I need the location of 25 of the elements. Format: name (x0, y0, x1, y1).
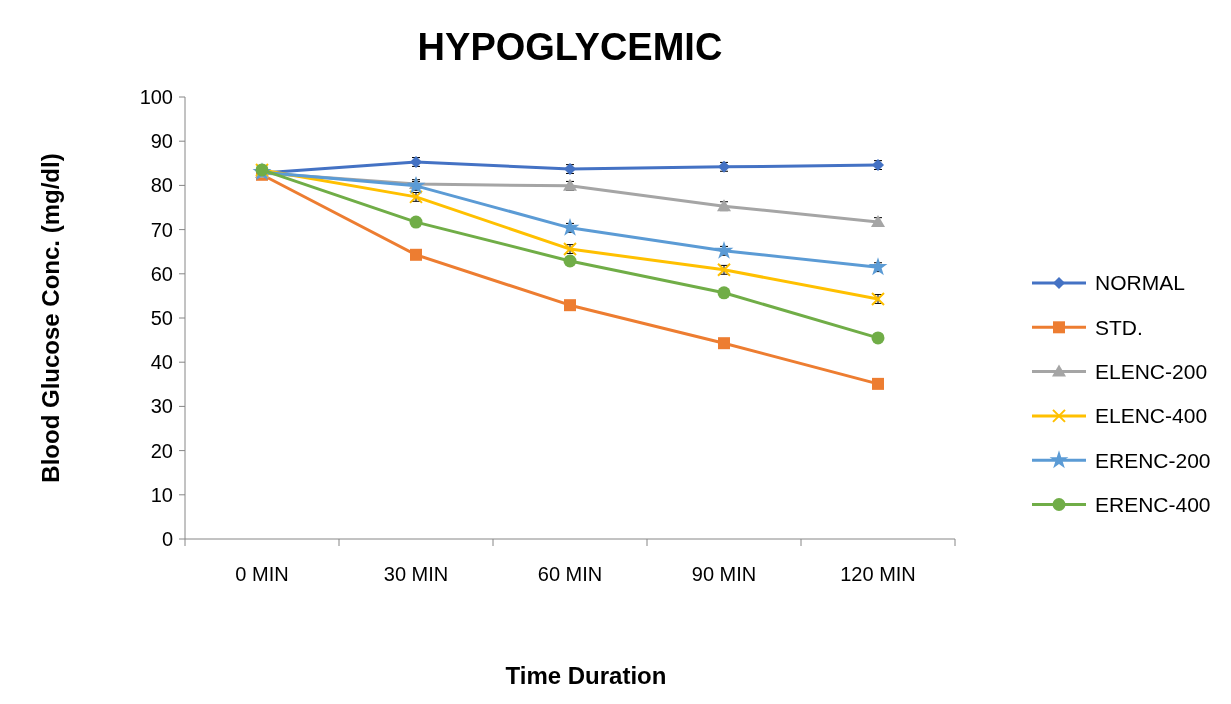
y-axis-title: Blood Glucose Conc. (mg/dl) (37, 153, 64, 483)
legend-label: ELENC-400 (1095, 404, 1208, 428)
y-tick-label: 30 (150, 395, 173, 418)
chart-title: HYPOGLYCEMIC (417, 26, 723, 68)
x-axis-title: Time Duration (505, 662, 667, 689)
legend-label: ERENC-200 (1095, 448, 1211, 472)
legend-label: ELENC-200 (1095, 359, 1208, 383)
legend-label: ERENC-400 (1095, 492, 1211, 516)
y-tick-label: 10 (150, 483, 173, 506)
y-tick-label: 0 (161, 528, 173, 550)
y-tick-label: 40 (150, 351, 173, 374)
y-tick-label: 80 (150, 174, 173, 197)
legend-label: NORMAL (1095, 271, 1185, 295)
y-tick-label: 60 (150, 262, 173, 285)
y-tick-label: 20 (150, 439, 173, 462)
y-tick-label: 90 (150, 130, 173, 153)
y-tick-label: 70 (150, 218, 173, 241)
x-tick-label: 90 MIN (691, 563, 757, 585)
legend-label: STD. (1095, 315, 1143, 339)
x-tick-label: 0 MIN (235, 563, 289, 585)
x-tick-label: 60 MIN (537, 563, 603, 585)
x-tick-label: 120 MIN (840, 563, 916, 585)
x-tick-label: 30 MIN (383, 563, 449, 585)
y-tick-label: 50 (150, 307, 173, 329)
y-tick-label: 100 (139, 86, 173, 108)
